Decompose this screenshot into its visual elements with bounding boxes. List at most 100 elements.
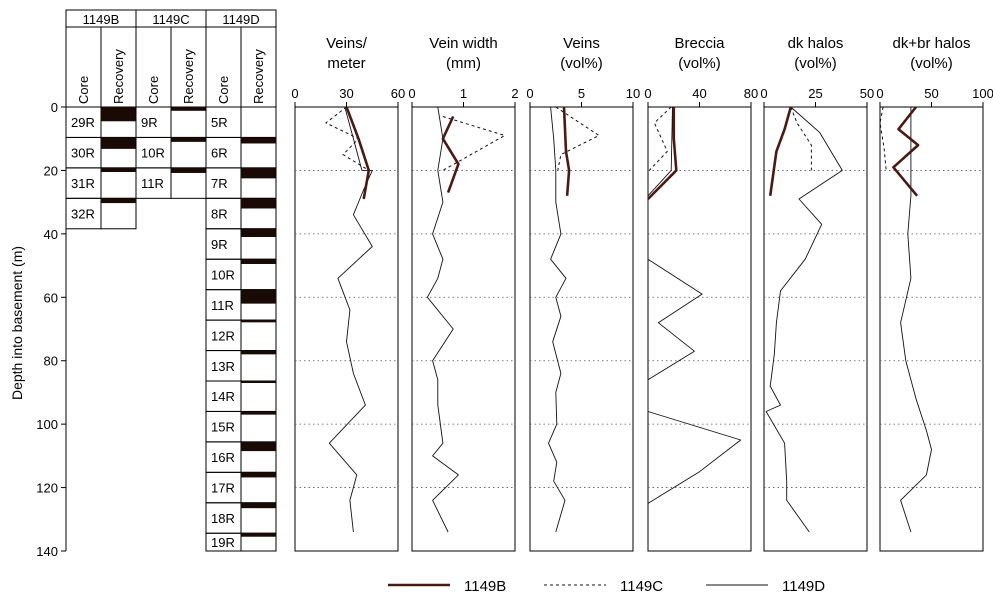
x-tick-label: 0 <box>760 86 767 101</box>
series-line-1149C <box>442 116 506 171</box>
x-tick-label: 0 <box>408 86 415 101</box>
recovered-interval <box>171 167 206 173</box>
depth-tick-label: 40 <box>44 227 58 242</box>
core-label: 11R <box>141 176 164 191</box>
core-label: 13R <box>211 359 235 374</box>
recovery-cell <box>240 319 277 352</box>
legend: 1149B 1149C 1149D <box>388 578 825 595</box>
recovery-header: Recovery <box>111 49 126 104</box>
recovered-interval <box>101 107 136 122</box>
x-tick-label: 50 <box>924 86 938 101</box>
chart-panel-1: Veins/meter 0 30 60 <box>291 35 405 552</box>
depth-axis: 0 20 40 60 80 100 120 140 <box>36 100 67 559</box>
core-column-1149B: 1149B Core Recovery 29R 30R 31R 32R <box>65 9 137 230</box>
core-recovery-columns: 1149B Core Recovery 29R 30R 31R 32R 1149C Core Re… <box>65 9 277 552</box>
panel-frame <box>411 106 516 552</box>
x-tick-label: 30 <box>339 86 353 101</box>
panel-title: (vol%) <box>910 55 953 72</box>
recovered-interval <box>241 502 276 509</box>
series-line-1149D <box>548 106 567 533</box>
panel-frame <box>529 106 634 552</box>
series-line-1149C <box>648 106 672 171</box>
core-header: Core <box>216 76 231 104</box>
core-label: 12R <box>211 328 235 343</box>
x-tick-label: 0 <box>876 86 883 101</box>
series-line-1149B <box>441 115 460 194</box>
x-tick-label: 0 <box>526 86 533 101</box>
series-line-1149D <box>900 107 932 533</box>
core-header: Core <box>76 76 91 104</box>
x-tick-label: 50 <box>860 86 874 101</box>
recovery-cell <box>170 106 207 138</box>
core-label: 5R <box>211 115 228 130</box>
chart-panel-6: dk+br halos (vol%) 0 50 100 <box>876 35 993 552</box>
core-label: 6R <box>211 146 228 161</box>
recovered-interval <box>101 137 136 149</box>
panel-frame <box>763 106 868 552</box>
chart-panel-4: Breccia (vol%) 0 40 80 <box>644 35 758 552</box>
depth-tick-label: 0 <box>51 100 58 115</box>
series-line-1149B <box>647 107 678 200</box>
core-column-1149C: 1149C Core Recovery 9R 10R 11R <box>135 9 207 199</box>
x-tick-label: 2 <box>511 86 518 101</box>
series-line-1149C <box>879 106 887 171</box>
core-column-1149D: 1149D Core Recovery 5R 6R 7R 8R 9R 10R 11R 12R 13R 1… <box>205 9 277 552</box>
series-line-1149B <box>345 106 371 200</box>
panel-title: Vein width <box>429 35 497 52</box>
hole-name: 1149B <box>83 12 120 27</box>
core-label: 9R <box>141 115 158 130</box>
series-line-1149B <box>892 106 920 197</box>
series-line-1149B <box>562 106 571 196</box>
series-line-1149C <box>790 106 812 171</box>
depth-tick-label: 20 <box>44 163 58 178</box>
panel-title: meter <box>327 55 365 72</box>
panel-frame <box>879 106 984 552</box>
chart-panel-3: Veins (vol%) 0 5 10 <box>526 35 640 552</box>
depth-tick-label: 100 <box>36 417 58 432</box>
recovery-cell <box>100 167 137 199</box>
series-line-1149B <box>768 106 793 196</box>
recovered-interval <box>241 137 276 144</box>
depth-axis-label: Depth into basement (m) <box>9 246 25 400</box>
recovered-interval <box>241 472 276 478</box>
core-label: 32R <box>71 207 95 222</box>
recovered-interval <box>101 198 136 204</box>
recovered-interval <box>171 107 206 111</box>
recovery-cell <box>170 136 207 169</box>
depth-tick-label: 80 <box>44 354 58 369</box>
depth-tick-label: 140 <box>36 544 58 559</box>
recovery-cell <box>240 380 277 412</box>
chart-panel-5: dk halos (vol%) 0 25 50 <box>760 35 874 552</box>
recovered-interval <box>241 198 276 209</box>
series-line-1149C <box>325 106 370 196</box>
legend-label: 1149C <box>620 578 663 595</box>
core-label: 10R <box>141 146 165 161</box>
series-line-1149C <box>555 106 600 171</box>
core-label: 29R <box>71 115 95 130</box>
core-label: 8R <box>211 207 228 222</box>
x-tick-label: 10 <box>626 86 640 101</box>
recovery-header: Recovery <box>181 49 196 104</box>
recovered-interval <box>241 441 276 452</box>
core-label: 10R <box>211 267 235 282</box>
panel-title: dk+br halos <box>893 35 971 52</box>
recovered-interval <box>101 167 136 173</box>
core-label: 14R <box>211 389 235 404</box>
depth-tick-label: 120 <box>36 481 58 496</box>
recovery-header: Recovery <box>251 49 266 104</box>
x-tick-label: 25 <box>808 86 822 101</box>
core-label: 7R <box>211 176 228 191</box>
chart-panel-2: Vein width (mm) 0 1 2 <box>408 35 519 552</box>
recovery-cell <box>240 106 277 138</box>
recovered-interval <box>241 533 276 537</box>
x-tick-label: 0 <box>644 86 651 101</box>
recovered-interval <box>241 350 276 355</box>
series-line-1149D <box>765 106 843 533</box>
core-label: 16R <box>211 450 235 465</box>
recovered-interval <box>241 228 276 238</box>
recovered-interval <box>241 167 276 179</box>
recovered-interval <box>171 137 206 142</box>
recovery-cell <box>240 410 277 443</box>
core-label: 30R <box>71 146 95 161</box>
series-line-1149D <box>328 106 373 533</box>
